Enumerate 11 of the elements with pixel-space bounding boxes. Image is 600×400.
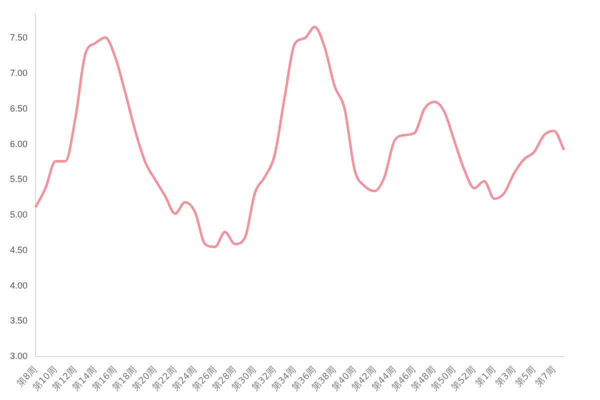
y-tick-label: 4.00 (10, 280, 28, 290)
y-tick-label: 4.50 (10, 244, 28, 255)
y-tick-label: 6.50 (10, 103, 28, 114)
line-series (34, 26, 566, 248)
y-tick-label: 5.00 (10, 210, 28, 220)
y-tick-label: 6.00 (10, 138, 28, 149)
y-tick-label: 3.00 (10, 351, 28, 362)
y-tick-label: 3.50 (10, 316, 28, 326)
y-tick-label: 5.50 (10, 174, 28, 184)
y-tick-label: 7.50 (10, 32, 28, 43)
y-tick-label: 7.00 (10, 68, 28, 78)
